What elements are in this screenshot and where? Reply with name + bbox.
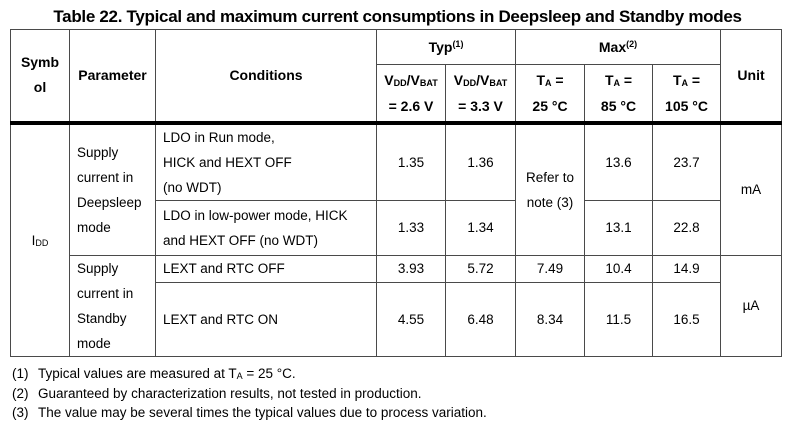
cell-parameter-standby: Supply current in Standby mode [69,254,156,357]
table-row-standby-rtc-off: Supply current in Standby mode LEXT and RTC… [11,254,783,357]
col-header-ta-85: TA = 85 °C [584,64,654,125]
footnote-2: (2) Guaranteed by characterization resul… [12,384,487,404]
col-header-ta-105: TA = 105 °C [652,64,722,125]
cell-conditions-ldo-lowpower: LDO in low-power mode, HICK and HEXT OFF … [155,199,377,256]
col-header-ta-105-line2: 105 °C [665,97,708,114]
col-header-unit: Unit [720,29,783,125]
col-header-ta-25: TA = 25 °C [515,64,586,125]
table-row-deepsleep-lowpower: LDO in low-power mode, HICK and HEXT OFF … [11,199,782,256]
cell-max-25-refer-note: Refer to note (3) [515,122,586,256]
col-header-ta-25-line1: TA = [536,71,564,88]
footnote-2-number: (2) [12,385,29,401]
cell-unit-ua: µA [720,254,783,357]
footnote-1: (1) Typical values are measured at TA = … [12,364,487,384]
footnote-3-number: (3) [12,405,29,420]
col-header-symbol-label: Symbol [20,54,60,96]
cell-max-85-row3: 10.4 [584,254,654,283]
cell-conditions-ldo-run: LDO in Run mode, HICK and HEXT OFF (no WDT… [155,122,377,201]
cell-typ-2-6-row3: 3.93 [376,254,446,283]
col-header-symbol: Symbol [10,29,70,125]
col-header-ta-105-line1: TA = [672,71,701,88]
cell-typ-2-6-row1: 1.35 [376,122,446,201]
cell-max-105-row3: 14.9 [652,254,722,283]
table-row-standby-rtc-on: LEXT and RTC ON 4.55 6.48 8.34 11.5 16.5 [11,281,782,357]
col-header-vdd-3-3: VDD/VBAT = 3.3 V [444,64,517,125]
cell-typ-3-3-row2: 1.34 [444,199,517,256]
cell-typ-2-6-row2: 1.33 [376,199,446,256]
col-header-vdd-3-3-line1: VDD/VBAT [453,71,508,88]
cell-max-85-row1: 13.6 [584,122,654,201]
col-header-ta-25-line2: 25 °C [532,97,568,114]
footnote-1-number: (1) [12,366,29,381]
cell-symbol-idd: IDD [10,122,70,357]
col-header-vdd-2-6-line1: VDD/VBAT [384,71,438,88]
cell-max-85-row2: 13.1 [584,199,654,256]
footnote-1-text: Typical values are measured at TA = 25 °… [38,366,296,381]
cell-typ-3-3-row4: 6.48 [444,281,517,357]
col-header-conditions: Conditions [155,29,377,125]
col-header-parameter: Parameter [69,29,156,125]
col-header-vdd-3-3-line2: = 3.3 V [458,97,503,114]
col-header-vdd-2-6: VDD/VBAT = 2.6 V [376,64,446,125]
table-title: Table 22. Typical and maximum current co… [53,7,742,26]
col-header-vdd-2-6-line2: = 2.6 V [388,97,434,114]
footnote-3-text: The value may be several times the typic… [38,405,487,420]
col-header-ta-85-line1: TA = [604,71,633,88]
cell-parameter-deepsleep: Supply current in Deepsleep mode [69,122,156,256]
cell-typ-2-6-row4: 4.55 [376,281,446,357]
current-consumption-table: Symbol Parameter Conditions Typ(1) Max(2… [10,29,783,357]
cell-typ-3-3-row1: 1.36 [444,122,517,201]
footnote-3: (3) The value may be several times the t… [12,403,487,423]
cell-max-105-row4: 16.5 [652,281,722,357]
footnotes: (1) Typical values are measured at TA = … [12,364,487,423]
footnote-2-text: Guaranteed by characterization results, … [38,385,422,401]
col-header-ta-85-line2: 85 °C [600,97,637,114]
cell-conditions-lext-rtc-off: LEXT and RTC OFF [155,254,377,283]
cell-conditions-lext-rtc-on: LEXT and RTC ON [155,281,377,357]
header-row-groups: Symbol Parameter Conditions Typ(1) Max(2… [10,29,783,125]
cell-max-85-row4: 11.5 [584,281,654,357]
cell-unit-ma: mA [720,122,783,256]
col-group-typ: Typ(1) [375,29,517,65]
cell-max-105-row2: 22.8 [652,199,722,256]
cell-typ-3-3-row3: 5.72 [444,254,517,283]
cell-max-25-row4: 8.34 [515,281,586,357]
col-group-max: Max(2) [515,29,722,65]
table-row-deepsleep-run: IDD Supply current in Deepsleep mode LDO in… [10,122,783,357]
cell-max-25-row3: 7.49 [515,254,586,283]
cell-max-105-row1: 23.7 [652,122,722,201]
header-row-subcolumns: VDD/VBAT = 2.6 V VDD/VBAT = 3.3 V TA = 2… [11,64,782,125]
